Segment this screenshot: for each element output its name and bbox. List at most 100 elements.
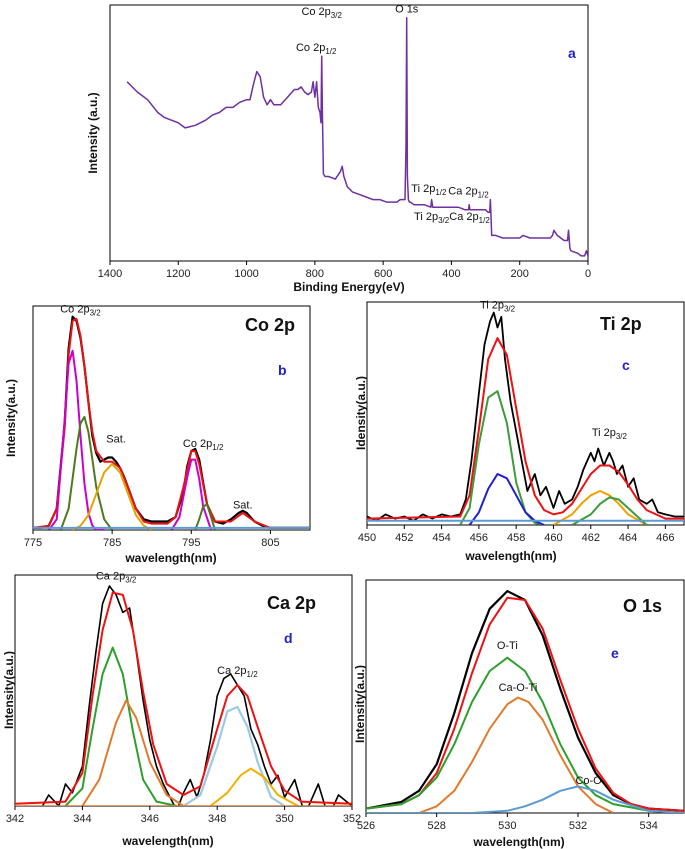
panel-b-annotation-0: Co 2p3/2 (60, 303, 101, 317)
panel-c-tick-labels: 450 452 454 456 458 460 462 464 466 (358, 525, 675, 544)
panel-e-series-fit-envelope (366, 596, 684, 812)
panel-b-title: Co 2p (245, 315, 295, 335)
panel-c-xtick-label-2: 454 (432, 532, 450, 544)
panel-b-ylabel: Intensity(a.u.) (4, 379, 18, 457)
panel-c-series-ti-2p3-2-shoulder (468, 473, 545, 525)
panel-a-label: a (568, 45, 576, 61)
panel-e-ylabel: Intensity(a.u.) (353, 665, 367, 743)
panel-c-xtick-label-1: 452 (395, 532, 413, 544)
panel-e-tick-labels: 526 528 530 532 534 (357, 813, 658, 832)
panel-e-xlabel: wavelength(nm) (472, 835, 564, 849)
panel-e-o1s: 526 528 530 532 534 O-Ti Ca-O-Ti Co-O O 1s e w… (353, 579, 685, 849)
panel-c-series-ti-2p1-2-shoulder (571, 496, 648, 525)
panel-c-label: c (622, 357, 630, 373)
panel-d-xtick-label-4: 350 (275, 813, 293, 825)
panel-e-annotation-2: Co-O (575, 775, 602, 787)
panel-a-survey: 1400 1200 1000 800 600 400 200 0 Co 2p3/2 Co 2p1… (86, 4, 591, 294)
panel-a-xtick-label-4: 600 (374, 268, 392, 280)
panel-e-series-o-ti (366, 656, 684, 813)
panel-c-xtick-label-0: 450 (358, 532, 376, 544)
panel-d-title: Ca 2p (267, 593, 316, 613)
panel-b-xlabel: wavelength(nm) (124, 551, 216, 565)
panel-e-annotations: O-Ti Ca-O-Ti Co-O (497, 640, 602, 787)
panel-c-series-ti-2p3-2-main (459, 390, 545, 525)
panel-b-series-co-2p3-2-shoulder (59, 415, 113, 530)
panel-d-xtick-label-3: 348 (208, 813, 226, 825)
panel-b-xtick-label-3: 805 (261, 537, 279, 549)
panel-b-xtick-label-1: 785 (103, 537, 121, 549)
panel-e-xtick-label-3: 532 (569, 820, 587, 832)
panel-c-xtick-label-4: 458 (507, 532, 525, 544)
panel-d-series-ca-2p3-2-shoulder (81, 699, 185, 806)
panel-e-frame (365, 579, 685, 814)
panel-b-series-co-2p3-2-main (47, 349, 105, 530)
panel-a-xtick-label-1: 1200 (166, 268, 190, 280)
panel-b-series-fit-envelope (33, 317, 310, 529)
panel-d-series-ca-2p1-2-main (182, 705, 286, 806)
panel-c-series-raw (367, 311, 684, 522)
panel-d-annotation-0: Ca 2p3/2 (96, 570, 137, 584)
panel-d-xtick-label-1: 344 (73, 813, 91, 825)
panel-d-annotations: Ca 2p3/2 Ca 2p1/2 (96, 570, 258, 679)
panel-c-title: Ti 2p (600, 314, 642, 334)
panel-b-series-co-2p1-2-main (170, 458, 213, 530)
panel-e-xtick-label-0: 526 (357, 820, 375, 832)
panel-e-series-co-o (366, 785, 684, 813)
panel-b-xtick-label-0: 775 (24, 537, 42, 549)
panel-a-ylabel: Intensity (a.u.) (86, 92, 100, 173)
panel-b-series-co-2p1-2-shoulder (194, 503, 216, 530)
panel-c-annotations: Ti 2p3/2 Ti 2p3/2 (480, 299, 628, 440)
panel-b-series-raw (33, 315, 310, 530)
panel-a-annotation-1: Co 2p1/2 (296, 42, 337, 56)
panel-b-frame (32, 305, 311, 531)
panel-c-xtick-label-8: 466 (656, 532, 674, 544)
panel-e-series (366, 589, 684, 813)
panel-a-xlabel: Binding Energy(eV) (293, 280, 404, 294)
panel-b-series (33, 315, 310, 530)
panel-d-annotation-1: Ca 2p1/2 (217, 665, 258, 679)
panel-c-xtick-label-6: 462 (582, 532, 600, 544)
panel-d-xtick-label-5: 352 (343, 813, 361, 825)
panel-c-annotation-0: Ti 2p3/2 (480, 299, 516, 313)
panel-c-xlabel: wavelength(nm) (464, 549, 556, 563)
panel-b-annotation-2: Co 2p1/2 (183, 438, 224, 452)
panel-a-annotation-5: Ti 2p3/2 (414, 211, 450, 225)
panel-a-frame (109, 4, 589, 262)
panel-e-title: O 1s (623, 596, 662, 616)
panel-c-xtick-label-3: 456 (470, 532, 488, 544)
panel-a-xtick-label-2: 1000 (234, 268, 258, 280)
panel-a-series (126, 17, 588, 257)
panel-c-xtick-label-5: 460 (544, 532, 562, 544)
panel-d-series-ca-2p3-2-main (64, 646, 178, 806)
panel-e-annotation-0: O-Ti (497, 640, 518, 652)
panel-a-xtick-label-5: 400 (442, 268, 460, 280)
panel-d-ylabel: Intensity(a.u.) (2, 651, 16, 729)
panel-d-series-ca-2p1-2-shoulder (209, 767, 299, 806)
panel-b-tick-labels: 775 785 795 805 (24, 530, 280, 549)
panel-a-xtick-label-0: 1400 (98, 268, 122, 280)
panel-d-series-fit-envelope (15, 591, 352, 805)
panel-e-xtick-label-1: 528 (427, 820, 445, 832)
panel-d-series-raw (24, 585, 352, 806)
panel-c-ti2p: 450 452 454 456 458 460 462 464 466 Ti 2p3/2Ti 2… (354, 299, 685, 563)
panel-a-tick-labels: 1400 1200 1000 800 600 400 200 0 (98, 261, 591, 280)
panel-b-annotations: Co 2p3/2 Sat. Co 2p1/2 Sat. (60, 303, 252, 511)
panel-d-series (15, 585, 352, 806)
panel-d-xtick-label-0: 342 (6, 813, 24, 825)
panel-a-annotation-2: O 1s (395, 4, 419, 16)
panel-b-annotation-1: Sat. (106, 434, 126, 446)
panel-a-annotation-6: Ca 2p1/2 (449, 211, 490, 225)
panel-a-xtick-label-3: 800 (306, 268, 324, 280)
panel-e-xtick-label-4: 534 (639, 820, 657, 832)
panel-a-series-survey (126, 17, 588, 257)
panel-c-annotation-1: Ti 2p3/2 (592, 427, 628, 441)
panel-d-tick-labels: 342 344 346 348 350 352 (6, 806, 361, 825)
panel-c-ylabel: Idensity(a.u.) (354, 376, 368, 450)
panel-a-xtick-label-7: 0 (585, 268, 591, 280)
panel-a-annotation-3: Ti 2p1/2 (411, 183, 447, 197)
panel-e-xtick-label-2: 530 (498, 820, 516, 832)
panel-c-frame (366, 301, 685, 526)
panel-c-series-ti-2p1-2-main (553, 490, 648, 525)
